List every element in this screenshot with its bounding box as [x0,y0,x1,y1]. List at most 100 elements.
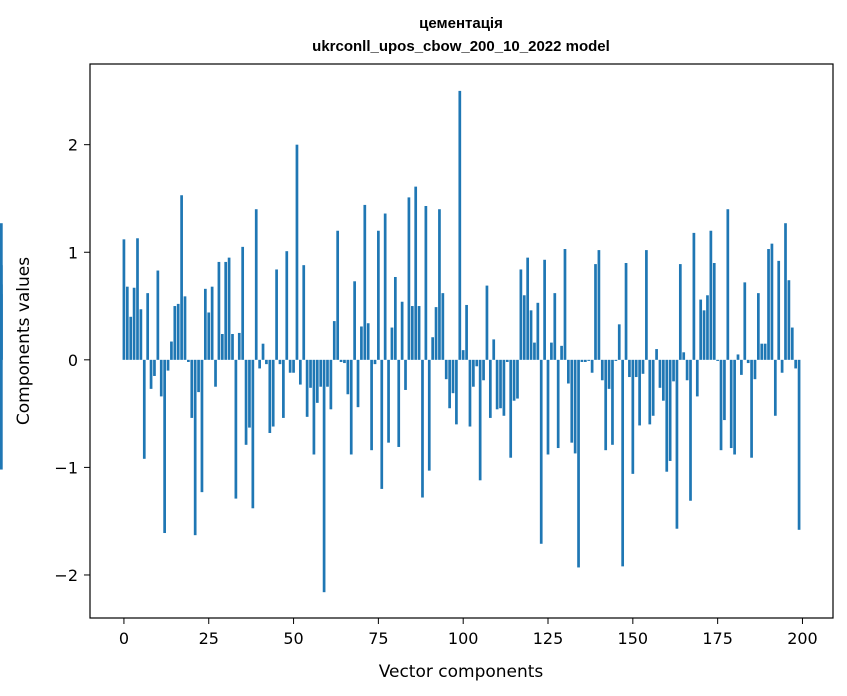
bar-161 [668,359,672,461]
bar-100 [461,350,465,360]
x-tick-label-200: 200 [787,629,818,648]
bar-146 [617,324,621,360]
bar-50 [292,359,295,373]
bar-12 [163,359,166,534]
bar-168 [692,232,696,360]
bar-174 [712,263,716,360]
bar-84 [407,197,411,360]
bar-179 [729,359,733,449]
bar-89 [424,206,428,360]
bar-39 [254,209,258,360]
bar-119 [526,257,530,360]
bar-191 [770,243,774,360]
y-axis-ticks: −2 −1 0 1 2 [54,136,90,585]
bar-54 [305,359,309,417]
bar-4 [136,238,139,360]
bar-16 [176,303,180,360]
bar-88 [421,359,424,498]
y-tick-label-0: 0 [68,351,78,370]
x-axis-label: Vector components [379,662,544,682]
bar-10 [156,270,160,360]
bar-163 [675,359,679,529]
bar-87 [417,306,421,360]
bar-1 [125,286,129,360]
bar-95 [444,359,448,380]
bar-124 [543,259,546,360]
bar-110 [495,359,499,410]
bar-142 [604,359,608,451]
x-tick-label-75: 75 [368,629,388,648]
bar-138 [590,359,594,373]
bar-94 [441,293,445,360]
bar-194 [780,359,784,373]
bar-83 [404,359,407,390]
bar-134 [577,359,580,568]
bar-132 [570,359,574,443]
bar-123 [539,359,543,544]
bar-103 [472,359,475,387]
bar-97 [451,359,455,394]
bar-78 [387,359,390,443]
bar-118 [522,295,526,360]
bar-96 [448,359,451,409]
x-axis-ticks: 0 25 50 75 100 125 150 175 200 [119,618,818,648]
bar-144 [611,359,614,445]
bar-55 [309,359,312,388]
bar-22 [197,359,200,393]
bar-30 [224,261,228,360]
bar-74 [373,359,377,365]
bar-160 [665,359,669,472]
y-tick-label-1: 1 [68,243,78,262]
bar-79 [390,327,394,360]
x-tick-label-125: 125 [533,629,564,648]
bar-31 [227,257,231,360]
bar-60 [326,359,329,387]
bar-108 [488,359,492,418]
bar-192 [773,359,777,416]
bar-69 [356,359,360,408]
bar-66 [346,359,350,395]
bar-70 [360,326,363,360]
bar-61 [329,359,333,410]
bar-36 [244,359,248,445]
bar-184 [746,359,750,364]
bar-112 [502,359,506,416]
bar-64 [339,359,343,362]
bar-77 [383,213,387,360]
bar-82 [400,301,404,360]
bar-181 [736,354,740,360]
bar-177 [723,359,726,421]
bar-114 [509,359,513,458]
plot-frame [89,63,834,619]
bar-180 [733,359,736,455]
bar-40 [258,359,261,369]
bar-18 [183,296,187,360]
bar-152 [638,359,641,426]
bar-185 [750,359,753,458]
x-tick-label-25: 25 [199,629,219,648]
bar-undefined [0,294,3,360]
bar-116 [516,359,519,399]
bar-24 [203,288,207,360]
bar-188 [760,343,764,360]
bar-99 [458,90,462,360]
bar-8 [149,359,153,389]
bar-38 [251,359,255,509]
bar-34 [237,332,241,360]
bar-143 [607,359,611,389]
y-axis-label: Components values [14,257,34,425]
bar-147 [621,359,625,567]
chart-title-line-2: ukrconll_upos_cbow_200_10_2022 model [312,38,610,55]
bar-21 [193,359,197,536]
bar-106 [482,359,485,381]
bar-197 [790,327,794,360]
bar-52 [298,359,302,385]
bar-13 [166,359,170,371]
x-tick-label-100: 100 [448,629,479,648]
bar-176 [719,359,723,451]
bar-117 [519,269,523,360]
bar-48 [285,251,289,360]
bar-26 [210,286,214,360]
bar-9 [153,359,156,376]
bar-199 [797,359,801,530]
